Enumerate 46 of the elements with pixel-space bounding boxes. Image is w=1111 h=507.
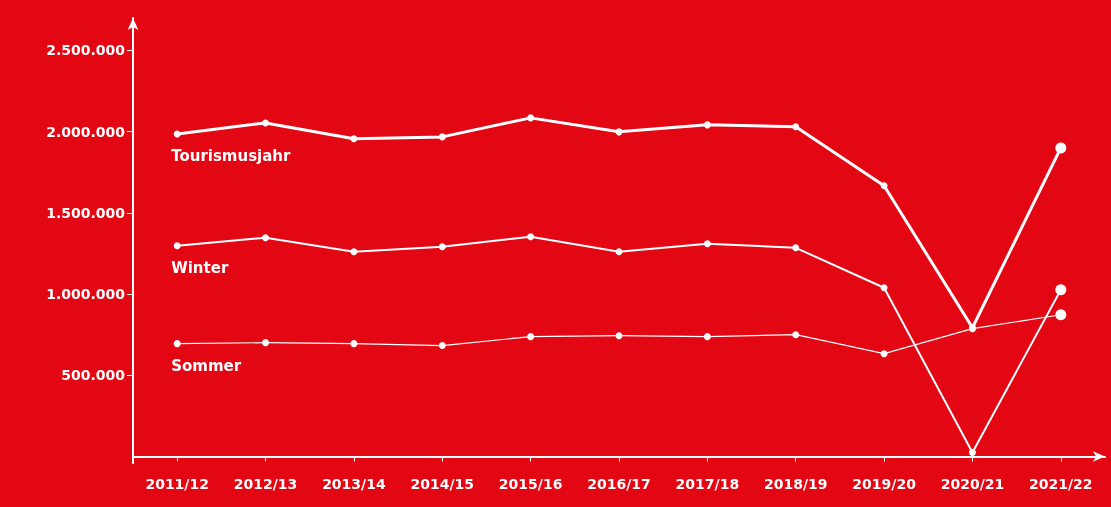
y-tick-label: 2.500.000 xyxy=(46,42,126,59)
point xyxy=(968,448,976,456)
x-tick-label: 2012/13 xyxy=(233,476,298,492)
y-tick-label: 500.000 xyxy=(61,367,126,384)
series-label: Winter xyxy=(171,258,229,277)
point xyxy=(703,121,711,129)
x-tick-label: 2017/18 xyxy=(675,476,740,492)
x-tick-label: 2011/12 xyxy=(145,476,209,492)
x-tick-label: 2013/14 xyxy=(322,476,386,492)
point xyxy=(880,284,888,292)
point xyxy=(173,130,181,138)
point xyxy=(527,233,535,241)
x-tick-label: 2016/17 xyxy=(587,476,651,492)
x-tick-label: 2014/15 xyxy=(410,476,475,492)
point xyxy=(262,234,270,242)
x-tick-label: 2019/20 xyxy=(852,476,917,492)
point xyxy=(438,243,446,251)
series-label: Sommer xyxy=(171,356,242,375)
point xyxy=(438,133,446,141)
point xyxy=(527,333,535,341)
point xyxy=(615,332,623,340)
point xyxy=(350,135,358,143)
y-tick-label: 2.000.000 xyxy=(46,123,126,140)
point xyxy=(350,248,358,256)
point xyxy=(880,182,888,190)
series-label: Tourismusjahr xyxy=(171,146,292,165)
y-tick-label: 1.500.000 xyxy=(46,204,126,221)
point xyxy=(880,350,888,358)
point xyxy=(262,339,270,347)
y-tick-label: 1.000.000 xyxy=(46,286,126,303)
point xyxy=(438,342,446,350)
point xyxy=(527,114,535,122)
point xyxy=(792,331,800,339)
x-tick-label: 2015/16 xyxy=(498,476,563,492)
x-tick-label: 2018/19 xyxy=(763,476,828,492)
point xyxy=(350,340,358,348)
x-tick-label: 2021/22 xyxy=(1029,476,1093,492)
point xyxy=(262,119,270,127)
point xyxy=(792,123,800,131)
point xyxy=(615,248,623,256)
point xyxy=(173,242,181,250)
x-tick-label: 2020/21 xyxy=(940,476,1005,492)
point xyxy=(173,340,181,348)
point xyxy=(703,333,711,341)
point xyxy=(792,244,800,252)
point xyxy=(703,240,711,248)
